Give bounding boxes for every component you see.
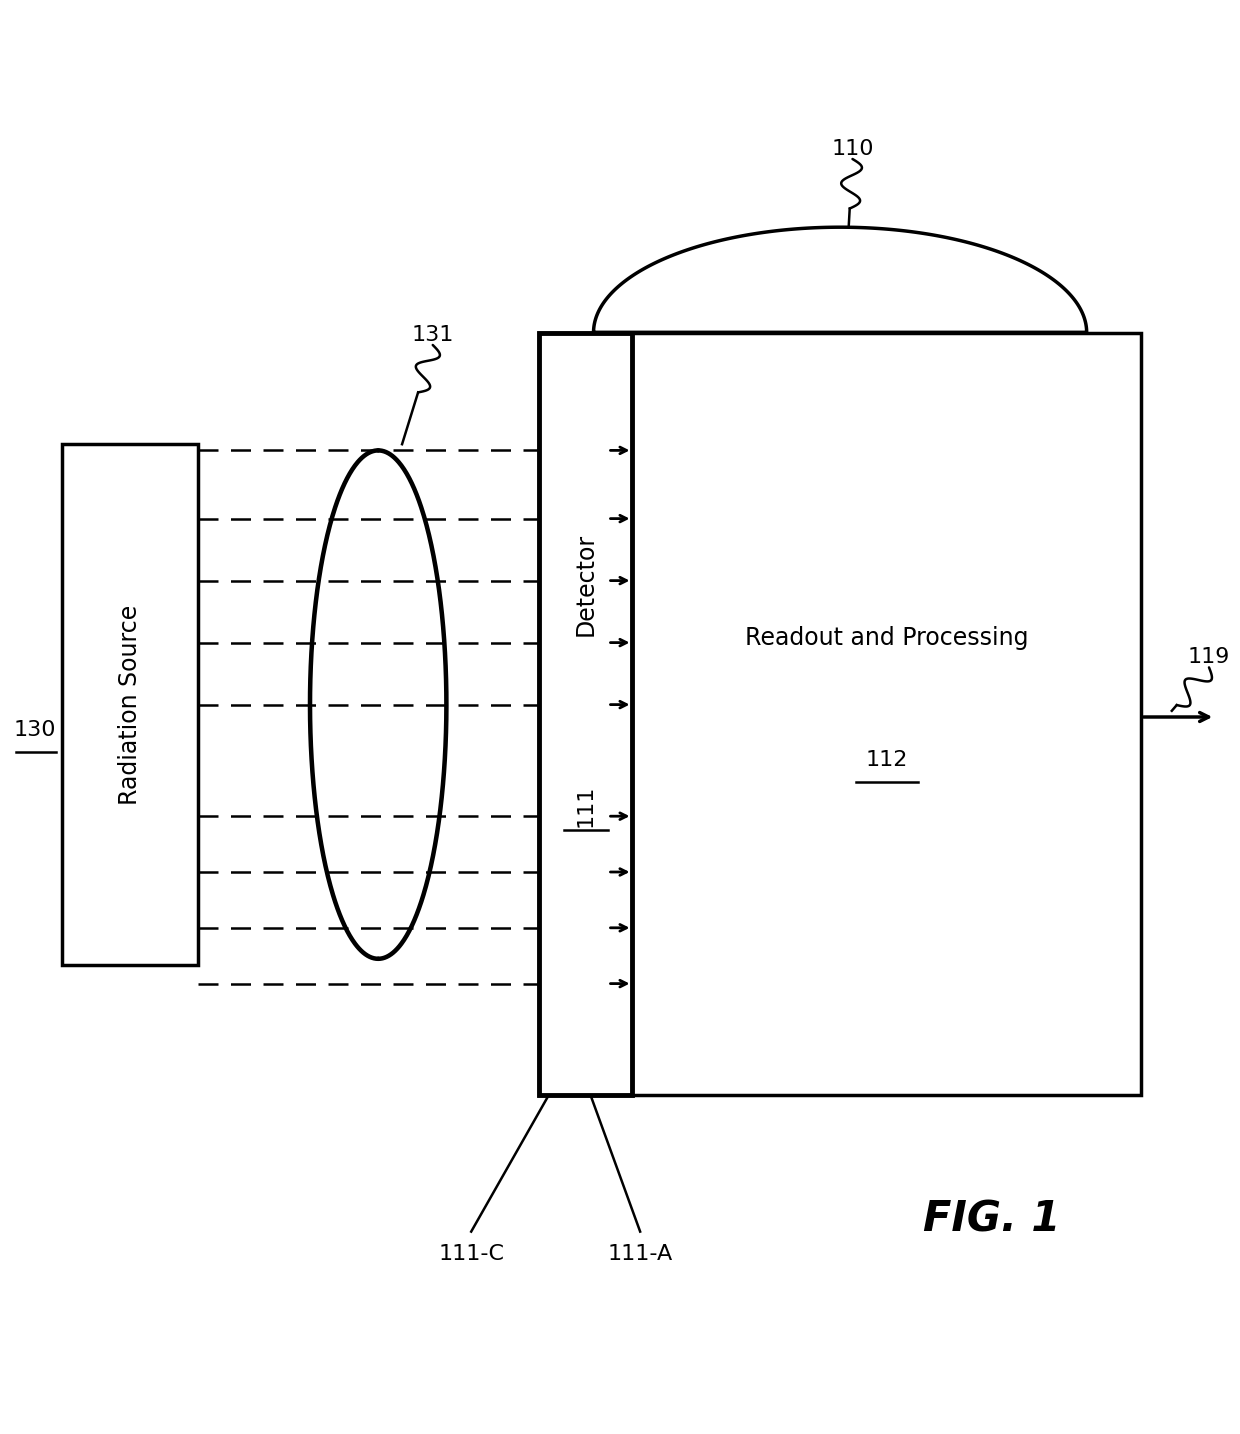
Text: 111-A: 111-A [608, 1245, 673, 1263]
Bar [539, 333, 632, 1096]
Text: 130: 130 [14, 720, 56, 740]
Text: 111: 111 [575, 784, 596, 826]
Text: 110: 110 [831, 139, 874, 159]
Polygon shape [594, 227, 1086, 333]
Text: 119: 119 [1188, 647, 1230, 667]
Text: Detector: Detector [574, 532, 598, 635]
Text: FIG. 1: FIG. 1 [924, 1199, 1060, 1240]
Text: 112: 112 [866, 750, 908, 770]
Bar [62, 445, 198, 965]
Text: 131: 131 [412, 326, 454, 346]
Text: Readout and Processing: Readout and Processing [745, 625, 1028, 650]
Text: 111-C: 111-C [438, 1245, 505, 1263]
Bar [539, 333, 1141, 1096]
Text: Radiation Source: Radiation Source [118, 605, 143, 804]
